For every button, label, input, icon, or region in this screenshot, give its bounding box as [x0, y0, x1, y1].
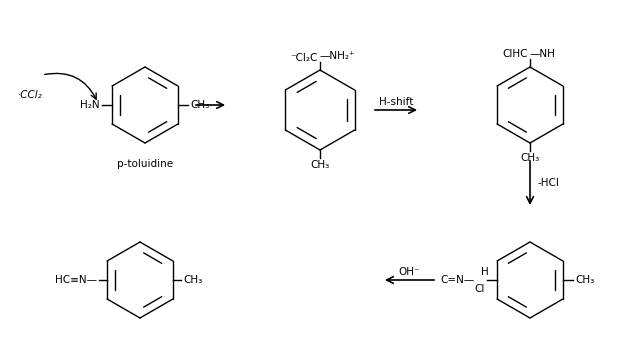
Text: ClHC: ClHC: [503, 49, 528, 59]
Text: CH₃: CH₃: [575, 275, 594, 285]
Text: p-toluidine: p-toluidine: [117, 159, 173, 169]
Text: ⁻Cl₂C: ⁻Cl₂C: [291, 53, 318, 63]
Text: CH₃: CH₃: [310, 160, 329, 170]
Text: -HCl: -HCl: [538, 178, 560, 188]
Text: ·CCl₂: ·CCl₂: [18, 90, 43, 100]
Text: H₂N: H₂N: [80, 100, 100, 110]
Text: OH⁻: OH⁻: [399, 267, 421, 277]
Text: CH₃: CH₃: [190, 100, 209, 110]
Text: H: H: [482, 267, 489, 277]
Text: CH₃: CH₃: [183, 275, 202, 285]
Text: —NH: —NH: [530, 49, 556, 59]
Text: Cl: Cl: [474, 284, 484, 294]
Text: CH₃: CH₃: [521, 153, 540, 163]
Text: H-shift: H-shift: [379, 97, 413, 107]
Text: —NH₂⁺: —NH₂⁺: [320, 51, 356, 61]
Text: HC≡N—: HC≡N—: [55, 275, 97, 285]
Text: C=N—: C=N—: [441, 275, 475, 285]
